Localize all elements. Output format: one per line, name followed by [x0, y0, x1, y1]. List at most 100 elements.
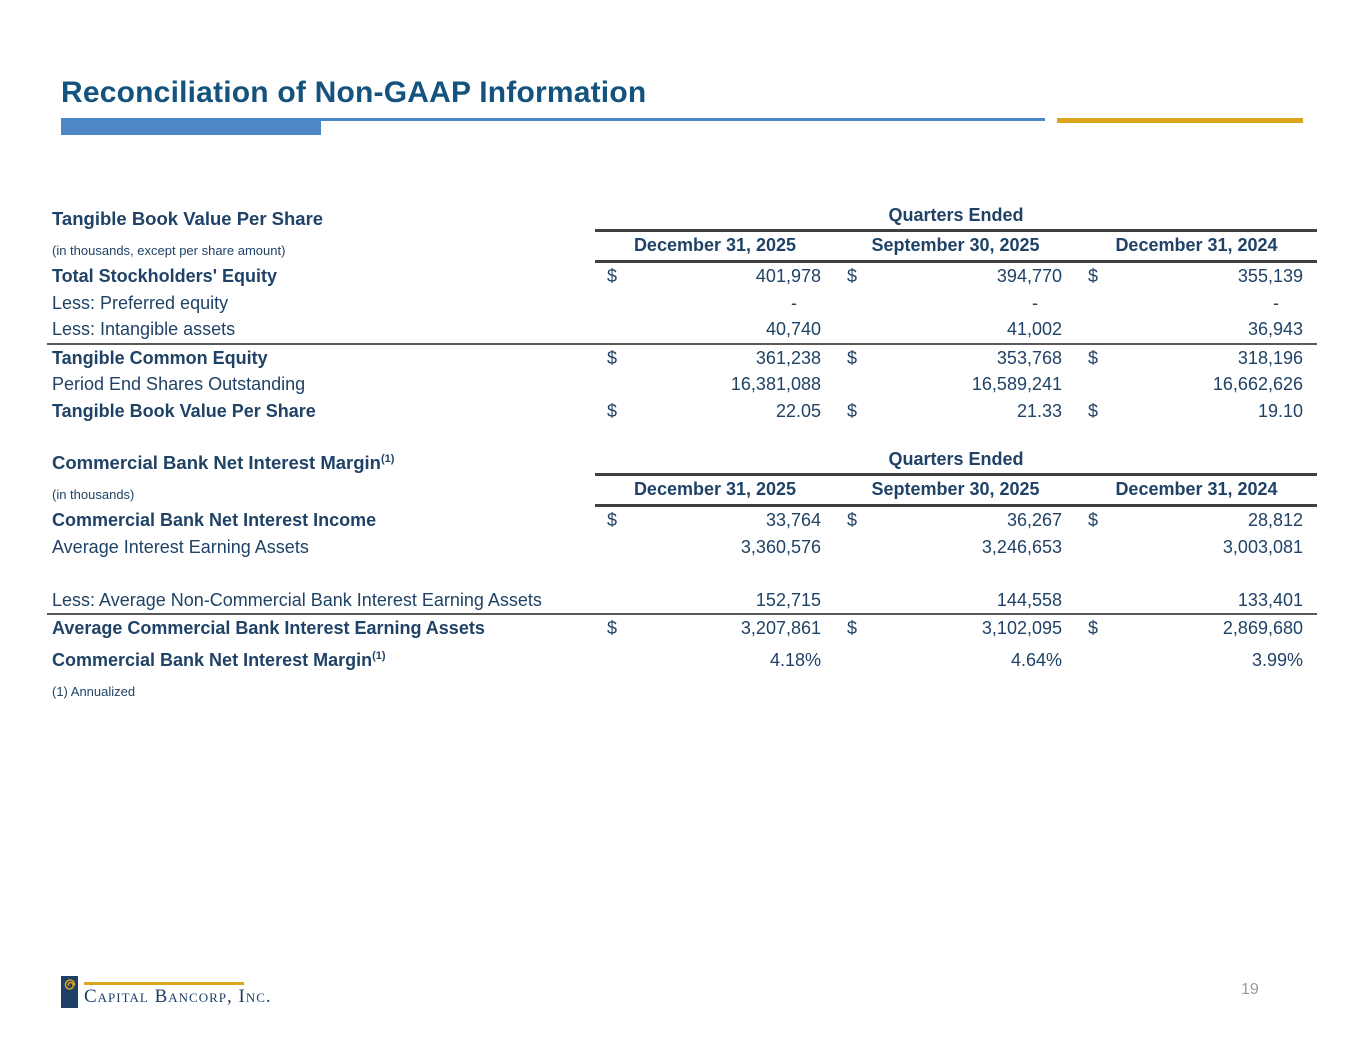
row-label: Commercial Bank Net Interest Income — [52, 510, 377, 531]
footnote: (1) Annualized — [52, 684, 136, 699]
table-cell: $355,139 — [1076, 263, 1317, 289]
row-label: Total Stockholders' Equity — [52, 266, 277, 287]
table-cell: $36,267 — [835, 507, 1076, 533]
column-header: December 31, 2024 — [1115, 235, 1278, 255]
page-title: Reconciliation of Non-GAAP Information — [61, 76, 647, 109]
cell-value: 144,558 — [996, 589, 1062, 610]
title-underline-gold — [1057, 118, 1303, 123]
cell-value: 16,589,241 — [971, 374, 1062, 395]
table-row: Total Stockholders' Equity $401,978 $394… — [47, 263, 1317, 290]
cell-value: 3.99% — [1251, 649, 1303, 670]
table-row: Less: Preferred equity - - - — [47, 290, 1317, 317]
table-cell: 40,740 — [595, 316, 835, 342]
table-cell: 36,943 — [1076, 316, 1317, 342]
table-cell: $22.05 — [595, 398, 835, 424]
currency-symbol: $ — [607, 618, 618, 639]
table-cell: - — [835, 290, 1076, 316]
table-cell: $3,207,861 — [595, 615, 835, 641]
table-header-row: (in thousands, except per share amount) … — [47, 232, 1317, 263]
tangible-book-value-table: Tangible Book Value Per Share Quarters E… — [47, 205, 1317, 424]
table-title-superscript: (1) — [380, 452, 395, 465]
table-cell: $28,812 — [1076, 507, 1317, 533]
table-title-text: Tangible Book Value Per Share — [52, 208, 324, 229]
table-cell: 3,246,653 — [835, 534, 1076, 560]
table-cell: 3.99% — [1076, 646, 1317, 675]
cell-value: 16,381,088 — [730, 374, 821, 395]
cell-value: 36,267 — [1006, 510, 1062, 531]
currency-symbol: $ — [607, 266, 618, 287]
title-underline-blue-thin — [61, 118, 1045, 121]
table-cell: $318,196 — [1076, 345, 1317, 371]
table-cell: 16,589,241 — [835, 371, 1076, 397]
table-cell: 4.64% — [835, 646, 1076, 675]
cell-value: 4.64% — [1010, 649, 1062, 670]
cell-value: 36,943 — [1247, 319, 1303, 340]
row-label: Less: Preferred equity — [52, 292, 229, 313]
cell-value: 16,662,626 — [1212, 374, 1303, 395]
row-label: Less: Intangible assets — [52, 319, 236, 340]
cell-value: - — [1273, 292, 1279, 313]
logo-spiral-icon — [61, 976, 78, 1008]
table-cell: $361,238 — [595, 345, 835, 371]
company-logo: Capital Bancorp, Inc. — [61, 976, 272, 1008]
currency-symbol: $ — [1088, 347, 1099, 368]
table-cell: - — [595, 290, 835, 316]
column-header: December 31, 2025 — [633, 479, 797, 499]
cell-value: 3,003,081 — [1222, 536, 1303, 557]
cell-value: 3,102,095 — [981, 618, 1062, 639]
cell-value: 33,764 — [765, 510, 821, 531]
cell-value: 28,812 — [1247, 510, 1303, 531]
cell-value: 152,715 — [755, 589, 821, 610]
table-title-text: Commercial Bank Net Interest Margin — [52, 452, 381, 473]
table-subtitle: (in thousands, except per share amount) — [52, 243, 286, 258]
table-header-row: (in thousands) December 31, 2025 Septemb… — [47, 476, 1317, 507]
table-cell: 133,401 — [1076, 587, 1317, 613]
table-row: Less: Intangible assets 40,740 41,002 36… — [47, 316, 1317, 343]
column-headers: December 31, 2025 September 30, 2025 Dec… — [595, 232, 1317, 263]
table-cell: 16,662,626 — [1076, 371, 1317, 397]
cell-value: - — [791, 292, 797, 313]
table-header-row: Commercial Bank Net Interest Margin(1) Q… — [47, 449, 1317, 476]
table-cell: $33,764 — [595, 507, 835, 533]
table-row: Commercial Bank Net Interest Income $33,… — [47, 507, 1317, 534]
table-cell: 4.18% — [595, 646, 835, 675]
table-cell: $21.33 — [835, 398, 1076, 424]
row-label: Tangible Common Equity — [52, 347, 268, 368]
row-label-text: Commercial Bank Net Interest Margin — [52, 649, 373, 670]
table-header-row: Tangible Book Value Per Share Quarters E… — [47, 205, 1317, 232]
currency-symbol: $ — [607, 400, 618, 421]
table-cell: 144,558 — [835, 587, 1076, 613]
table-cell: $2,869,680 — [1076, 615, 1317, 641]
table-subtitle: (in thousands) — [52, 487, 135, 502]
table-cell: $3,102,095 — [835, 615, 1076, 641]
table-cell: 41,002 — [835, 316, 1076, 342]
cell-value: 21.33 — [1016, 400, 1062, 421]
cell-value: 361,238 — [755, 347, 821, 368]
currency-symbol: $ — [847, 400, 858, 421]
row-label: Period End Shares Outstanding — [52, 374, 306, 395]
table-cell: $353,768 — [835, 345, 1076, 371]
table-title: Tangible Book Value Per Share — [47, 208, 595, 232]
table-cell: 3,003,081 — [1076, 534, 1317, 560]
cell-value: 22.05 — [775, 400, 821, 421]
currency-symbol: $ — [847, 510, 858, 531]
cell-value: 318,196 — [1237, 347, 1303, 368]
row-label: Commercial Bank Net Interest Margin(1) — [47, 642, 595, 675]
cell-value: 3,207,861 — [740, 618, 821, 639]
logo-gold-line — [84, 982, 244, 985]
cell-value: - — [1032, 292, 1038, 313]
row-label: Less: Average Non-Commercial Bank Intere… — [52, 589, 542, 610]
table-row: Average Interest Earning Assets 3,360,57… — [47, 534, 1317, 561]
cell-value: 3,246,653 — [981, 536, 1062, 557]
cell-value: 355,139 — [1237, 266, 1303, 287]
currency-symbol: $ — [847, 618, 858, 639]
group-header: Quarters Ended — [595, 205, 1317, 232]
table-cell: 152,715 — [595, 587, 835, 613]
currency-symbol: $ — [847, 266, 858, 287]
cell-value: 133,401 — [1237, 589, 1303, 610]
column-header: December 31, 2025 — [633, 235, 797, 255]
row-label: Average Interest Earning Assets — [52, 536, 309, 557]
cell-value: 2,869,680 — [1222, 618, 1303, 639]
table-row: Less: Average Non-Commercial Bank Intere… — [47, 560, 1317, 613]
logo-text-block: Capital Bancorp, Inc. — [84, 976, 272, 1008]
